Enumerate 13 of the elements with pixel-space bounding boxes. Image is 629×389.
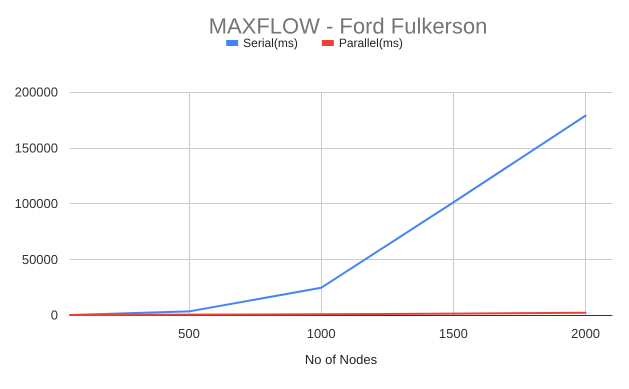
y-tick-label: 200000 [14, 84, 58, 100]
x-tick-label: 500 [178, 326, 200, 341]
x-axis-title: No of Nodes [304, 352, 378, 367]
y-tick-label: 150000 [14, 140, 58, 156]
y-tick-label: 50000 [22, 252, 58, 267]
x-tick-label: 2000 [571, 326, 600, 341]
x-tick-label: 1500 [438, 326, 468, 341]
y-tick-label: 100000 [14, 196, 58, 211]
chart-title: MAXFLOW - Ford Fulkerson [208, 14, 488, 38]
x-tick-label: 1000 [306, 326, 336, 341]
legend-label: Parallel(ms) [338, 36, 403, 50]
legend-label: Serial(ms) [243, 36, 298, 50]
y-tick-label: 0 [50, 308, 58, 322]
